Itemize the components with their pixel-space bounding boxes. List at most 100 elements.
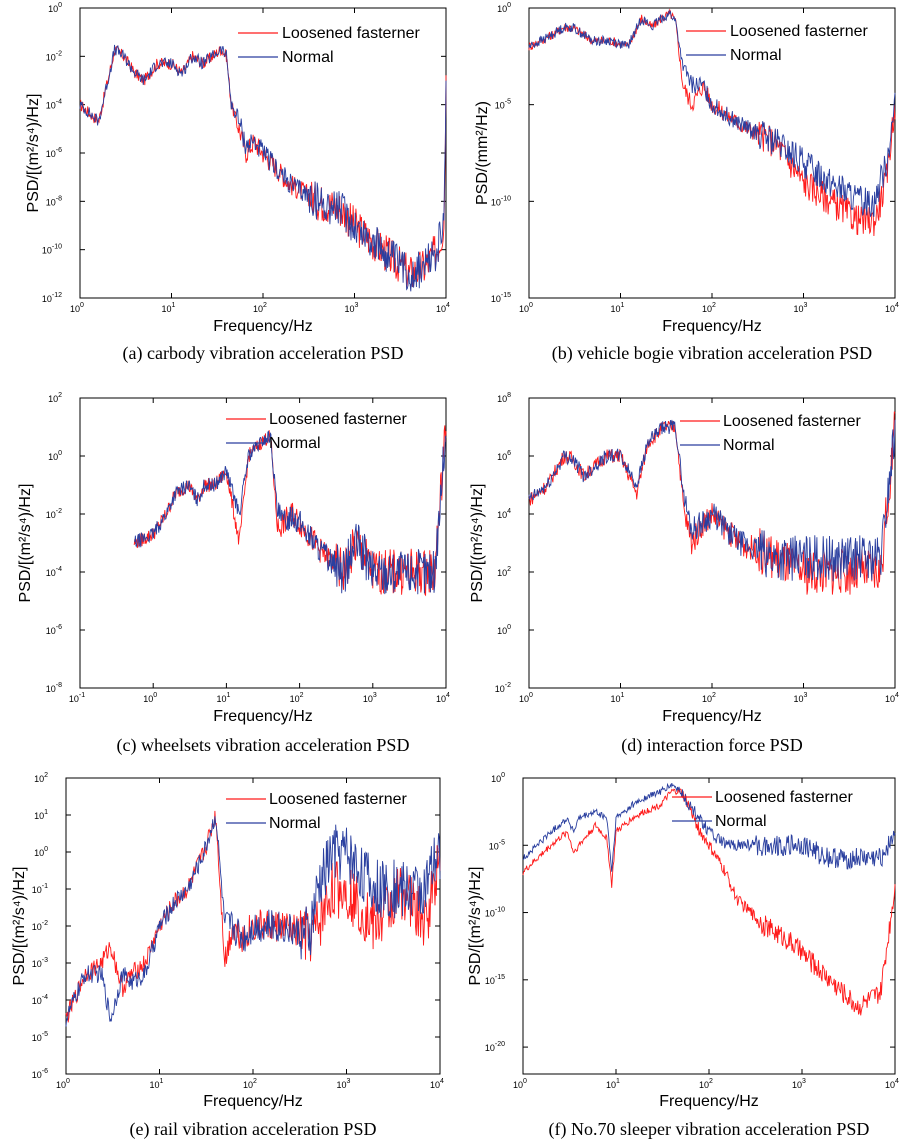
y-tick-label: 10-6 — [32, 1068, 48, 1080]
y-tick-label: 102 — [497, 566, 511, 578]
legend: Loosened fasterner Normal — [672, 789, 854, 830]
y-tick-label: 102 — [48, 392, 62, 404]
plot-frame — [528, 7, 896, 299]
axis-ticks: 10-1 100 101 102 103 10410-810-610-410-210010… — [46, 392, 450, 704]
x-axis-label: Frequency/Hz — [662, 318, 762, 335]
legend-label-loosened: Loosened fasterner — [730, 23, 869, 40]
panel-c: 10-1 100 101 102 103 10410-810-610-410-210010… — [17, 392, 450, 756]
y-tick-exponent: 0 — [58, 450, 62, 457]
x-tick-label: 104 — [430, 1078, 444, 1090]
x-axis-label: Frequency/Hz — [662, 708, 762, 725]
y-tick-exponent: 2 — [507, 566, 511, 573]
x-tick-exponent: 3 — [802, 1078, 806, 1085]
y-tick-label: 100 — [497, 624, 511, 636]
x-tick-exponent: 0 — [529, 302, 533, 309]
panel-caption: (b) vehicle bogie vibration acceleration… — [552, 343, 872, 364]
series-group — [65, 810, 441, 1027]
legend-label-normal: Normal — [715, 813, 767, 830]
y-axis-label: PSD/[(m²/s⁴)/Hz] — [17, 484, 34, 603]
y-tick-exponent: -2 — [505, 682, 511, 689]
y-tick-exponent: 0 — [507, 624, 511, 631]
y-tick-label: 10-10 — [491, 195, 511, 207]
series-line-loosened — [65, 810, 441, 1023]
x-tick-exponent: 3 — [373, 692, 377, 699]
y-tick-exponent: 4 — [507, 508, 511, 515]
y-tick-label: 10-8 — [46, 195, 62, 207]
panel-caption: (a) carbody vibration acceleration PSD — [123, 343, 404, 364]
x-tick-exponent: 3 — [347, 1078, 351, 1085]
plot-frame — [79, 397, 447, 689]
x-tick-exponent: 2 — [300, 692, 304, 699]
y-tick-exponent: -20 — [495, 1041, 505, 1048]
x-axis-label: Frequency/Hz — [203, 1093, 303, 1110]
legend-label-loosened: Loosened fasterner — [715, 789, 854, 806]
legend-label-normal: Normal — [730, 47, 782, 64]
x-tick-label: 103 — [345, 302, 359, 314]
x-tick-label: 100 — [56, 1078, 70, 1090]
x-tick-exponent: 2 — [263, 302, 267, 309]
y-tick-exponent: -2 — [56, 50, 62, 57]
y-tick-exponent: -1 — [42, 883, 48, 890]
y-tick-exponent: 0 — [58, 2, 62, 9]
y-tick-label: 100 — [491, 772, 505, 784]
x-axis-label: Frequency/Hz — [659, 1093, 759, 1110]
plot-frame — [528, 397, 896, 689]
x-tick-label: 100 — [143, 692, 157, 704]
y-tick-exponent: 0 — [44, 846, 48, 853]
x-tick-label: 102 — [702, 692, 716, 704]
series-line-normal — [528, 9, 896, 218]
panel-caption: (f) No.70 sleeper vibration acceleration… — [549, 1119, 870, 1140]
y-tick-label: 10-6 — [46, 624, 62, 636]
x-tick-label: 103 — [363, 692, 377, 704]
y-tick-label: 10-15 — [485, 974, 505, 986]
y-tick-label: 104 — [497, 508, 511, 520]
series-line-normal — [65, 816, 441, 1027]
x-tick-label: 101 — [611, 302, 625, 314]
y-tick-exponent: -10 — [501, 195, 511, 202]
series-group — [522, 782, 896, 1016]
x-tick-label: 101 — [216, 692, 230, 704]
y-axis-label: PSD/[(m²/s⁴)/Hz] — [25, 94, 42, 213]
x-tick-exponent: 1 — [621, 692, 625, 699]
y-axis-label: PSD/[(m²/s⁴)/Hz] — [469, 484, 486, 603]
legend: Loosened fasterner Normal — [238, 25, 421, 66]
panel-a: 100 101 102 103 10410-1210-1010-810-610-410-… — [25, 2, 450, 364]
y-tick-label: 108 — [497, 392, 511, 404]
x-tick-label: 103 — [337, 1078, 351, 1090]
x-tick-label: 104 — [885, 692, 899, 704]
series-line-loosened — [79, 45, 447, 288]
y-tick-exponent: 1 — [44, 809, 48, 816]
x-tick-exponent: 4 — [440, 1078, 444, 1085]
y-tick-exponent: -5 — [505, 99, 511, 106]
x-tick-exponent: 0 — [523, 1078, 527, 1085]
x-tick-exponent: -1 — [79, 692, 85, 699]
y-tick-label: 100 — [48, 2, 62, 14]
x-tick-exponent: 4 — [895, 302, 899, 309]
y-tick-label: 10-20 — [485, 1041, 505, 1053]
y-tick-exponent: -6 — [56, 147, 62, 154]
series-group — [528, 411, 896, 595]
y-tick-label: 10-2 — [46, 50, 62, 62]
plot-frame — [522, 777, 896, 1075]
y-axis-label: PSD/(mm²/Hz) — [474, 101, 491, 205]
legend: Loosened fasterner Normal — [686, 23, 869, 64]
x-axis-label: Frequency/Hz — [213, 708, 313, 725]
y-tick-label: 102 — [34, 772, 48, 784]
y-tick-label: 10-2 — [46, 508, 62, 520]
panel-e: 100 101 102 103 10410-610-510-410-310-210-11… — [11, 772, 444, 1140]
series-line-loosened — [528, 8, 896, 237]
y-tick-exponent: -15 — [495, 974, 505, 981]
x-tick-label: 101 — [162, 302, 176, 314]
y-axis-label: PSD/[(m²/s⁴)/Hz] — [467, 867, 484, 986]
x-tick-exponent: 4 — [446, 302, 450, 309]
y-tick-label: 10-5 — [489, 839, 505, 851]
x-tick-label: 102 — [702, 302, 716, 314]
series-line-normal — [528, 419, 896, 582]
y-tick-exponent: -5 — [499, 839, 505, 846]
y-tick-label: 10-4 — [46, 566, 62, 578]
x-tick-exponent: 0 — [66, 1078, 70, 1085]
x-tick-exponent: 2 — [253, 1078, 257, 1085]
